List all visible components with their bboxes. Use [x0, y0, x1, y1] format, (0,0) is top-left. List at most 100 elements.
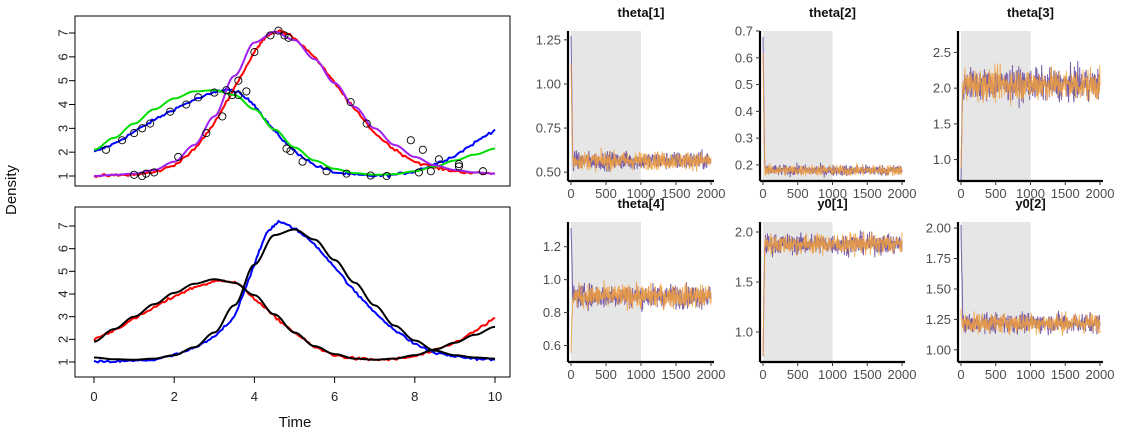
predator-points-point	[142, 169, 151, 178]
y-tick-label: 1.0	[933, 152, 951, 167]
y-tick-label: 0.4	[735, 104, 753, 119]
prey-observed-line	[93, 87, 496, 178]
y-tick-label: 1.50	[926, 281, 951, 296]
y-tick-label: 5	[56, 268, 71, 275]
x-tick-label: 2000	[888, 186, 917, 201]
predator-points-point	[130, 170, 139, 179]
x-tick-label: 0	[567, 186, 574, 201]
y-tick-label: 2.0	[735, 225, 753, 240]
prey-points-point	[101, 145, 111, 154]
x-tick-label: 1000	[1016, 186, 1045, 201]
panel-top-left: 1 2 3 4 5 6 7	[56, 15, 511, 187]
prey-points-point	[242, 87, 251, 96]
prey-points-point	[166, 107, 175, 116]
plot-frame	[74, 15, 511, 187]
prey-points-point	[222, 86, 231, 95]
prey-points-point	[118, 136, 127, 145]
x-tick-label: 8	[411, 389, 418, 404]
x-tick-label: 10	[488, 389, 502, 404]
prey-points-point	[228, 90, 237, 100]
y-tick-label: 0.3	[735, 131, 753, 146]
panel-trace-1: theta[1] 0.50 0.75 1.00 1.25 0 500 1000 1500 2000	[536, 5, 726, 201]
chain-2-trace	[762, 231, 903, 356]
x-tick-label: 0	[90, 389, 97, 404]
panel-title: theta[4]	[618, 196, 665, 211]
prey-points-point	[426, 167, 435, 176]
prey-points-point	[322, 167, 331, 176]
y-tick-label: 4	[56, 101, 71, 108]
x-tick-label: 1500	[1051, 367, 1080, 382]
x-tick-label: 1500	[1051, 186, 1080, 201]
y-tick-label: 1.25	[536, 32, 561, 47]
y-tick-label: 1.0	[543, 272, 561, 287]
x-tick-label: 1000	[818, 367, 847, 382]
predator-points-point	[218, 112, 227, 121]
y-tick-label: 6	[56, 245, 71, 252]
y-tick-label: 1	[56, 358, 71, 365]
y-tick-label: 7	[56, 222, 71, 229]
y-tick-label: 2.00	[926, 221, 951, 236]
predator-points-point	[150, 168, 159, 177]
panel-trace-6: y0[2] 1.00 1.25 1.50 1.75 2.00 0 500 1000 1500 200…	[926, 196, 1115, 382]
x-tick-label: 500	[985, 186, 1007, 201]
prey-fit-line	[93, 89, 496, 176]
y-tick-label: 5	[56, 77, 71, 84]
panel-title: theta[3]	[1007, 5, 1054, 20]
y-tick-label: 0.50	[536, 165, 561, 180]
y-tick-label: 0.75	[536, 121, 561, 136]
warmup-shading	[961, 31, 1031, 181]
x-tick-label: 6	[331, 389, 338, 404]
x-tick-label: 2000	[697, 186, 726, 201]
y-tick-label: 1.75	[926, 251, 951, 266]
y-tick-label: 1.5	[735, 275, 753, 290]
predator-points-point	[406, 136, 415, 145]
y-tick-label: 1	[56, 172, 71, 179]
panel-title: y0[2]	[1015, 196, 1045, 211]
prey-points-point	[454, 160, 463, 169]
prey-points-point	[138, 124, 147, 133]
y-tick-label: 0.2	[735, 157, 753, 172]
y-tick-label: 1.2	[543, 239, 561, 254]
prey-points-point	[234, 90, 243, 100]
x-tick-label: 2	[171, 389, 178, 404]
x-tick-label: 500	[787, 186, 809, 201]
panel-bottom-left: 1 2 3 4 5 6 7 0 2 4 6 8 10	[56, 206, 511, 404]
chain-2-trace	[570, 280, 712, 353]
y-tick-label: 3	[56, 313, 71, 320]
panel-title: theta[1]	[618, 5, 665, 20]
x-tick-label: 1000	[818, 186, 847, 201]
predator-points-point	[478, 167, 488, 176]
x-tick-label: 1500	[853, 186, 882, 201]
x-tick-label: 0	[957, 186, 964, 201]
y-tick-label: 0.7	[735, 24, 753, 39]
x-tick-label: 500	[595, 367, 617, 382]
prey-points-point	[414, 168, 423, 177]
predator-points-point	[346, 98, 355, 107]
predator-fit-line	[94, 30, 495, 177]
x-tick-label: 500	[595, 186, 617, 201]
x-tick-label: 1000	[627, 186, 656, 201]
prey-points-point	[298, 157, 307, 166]
plot-frame	[74, 206, 511, 378]
chain-2-trace	[570, 63, 712, 173]
prey-points-point	[210, 88, 219, 97]
panel-trace-5: y0[1] 1.0 1.5 2.0 0 500 1000 1500 2000	[735, 196, 917, 382]
x-tick-label: 0	[567, 367, 574, 382]
x-tick-label: 500	[787, 367, 809, 382]
chain-2-trace	[960, 63, 1101, 168]
y-tick-label: 4	[56, 290, 71, 297]
prey-points-point	[342, 169, 351, 178]
y-tick-label: 2.0	[933, 81, 951, 96]
prey-points-point	[130, 129, 139, 138]
prey-points-point	[382, 171, 391, 181]
y-tick-label: 1.25	[926, 312, 951, 327]
x-tick-label: 0	[759, 367, 766, 382]
x-tick-label: 2000	[1086, 367, 1115, 382]
panel-trace-2: theta[2] 0.2 0.3 0.4 0.5 0.6 0.7 0 500 1000 1500 20…	[735, 5, 917, 201]
prey-points-point	[282, 144, 291, 153]
warmup-shading	[763, 31, 833, 181]
y-tick-label: 0.5	[735, 77, 753, 92]
prey-points-point	[366, 171, 375, 180]
